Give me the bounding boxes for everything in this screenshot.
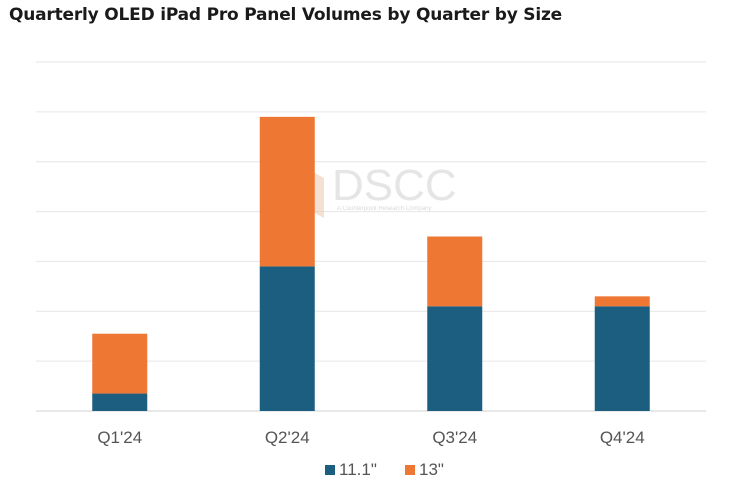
legend-swatch xyxy=(405,465,415,475)
watermark-text: DSCC xyxy=(332,161,457,210)
x-tick-label: Q3'24 xyxy=(432,428,477,447)
bar-segment xyxy=(427,306,483,411)
chart-title: Quarterly OLED iPad Pro Panel Volumes by… xyxy=(9,5,563,25)
legend-label: 13" xyxy=(419,460,444,479)
x-tick-label: Q2'24 xyxy=(265,428,310,447)
bar-segment xyxy=(259,116,315,267)
x-axis-tick-labels: Q1'24 Q2'24 Q3'24 Q4'24 xyxy=(97,428,644,447)
bar-segment xyxy=(259,266,315,411)
gridlines xyxy=(36,61,706,412)
watermark-subtext: A Counterpoint Research Company xyxy=(337,206,431,212)
legend-swatch xyxy=(325,465,335,475)
bar-segment xyxy=(594,306,650,411)
x-tick-label: Q1'24 xyxy=(97,428,142,447)
legend-label: 11.1" xyxy=(339,460,377,479)
bar-segment xyxy=(594,296,650,307)
bar-segment xyxy=(92,393,148,411)
bars xyxy=(92,116,650,411)
x-tick-label: Q4'24 xyxy=(600,428,645,447)
bar-segment xyxy=(92,333,148,394)
legend: 11.1" 13" xyxy=(325,460,444,479)
bar-segment xyxy=(427,236,483,307)
